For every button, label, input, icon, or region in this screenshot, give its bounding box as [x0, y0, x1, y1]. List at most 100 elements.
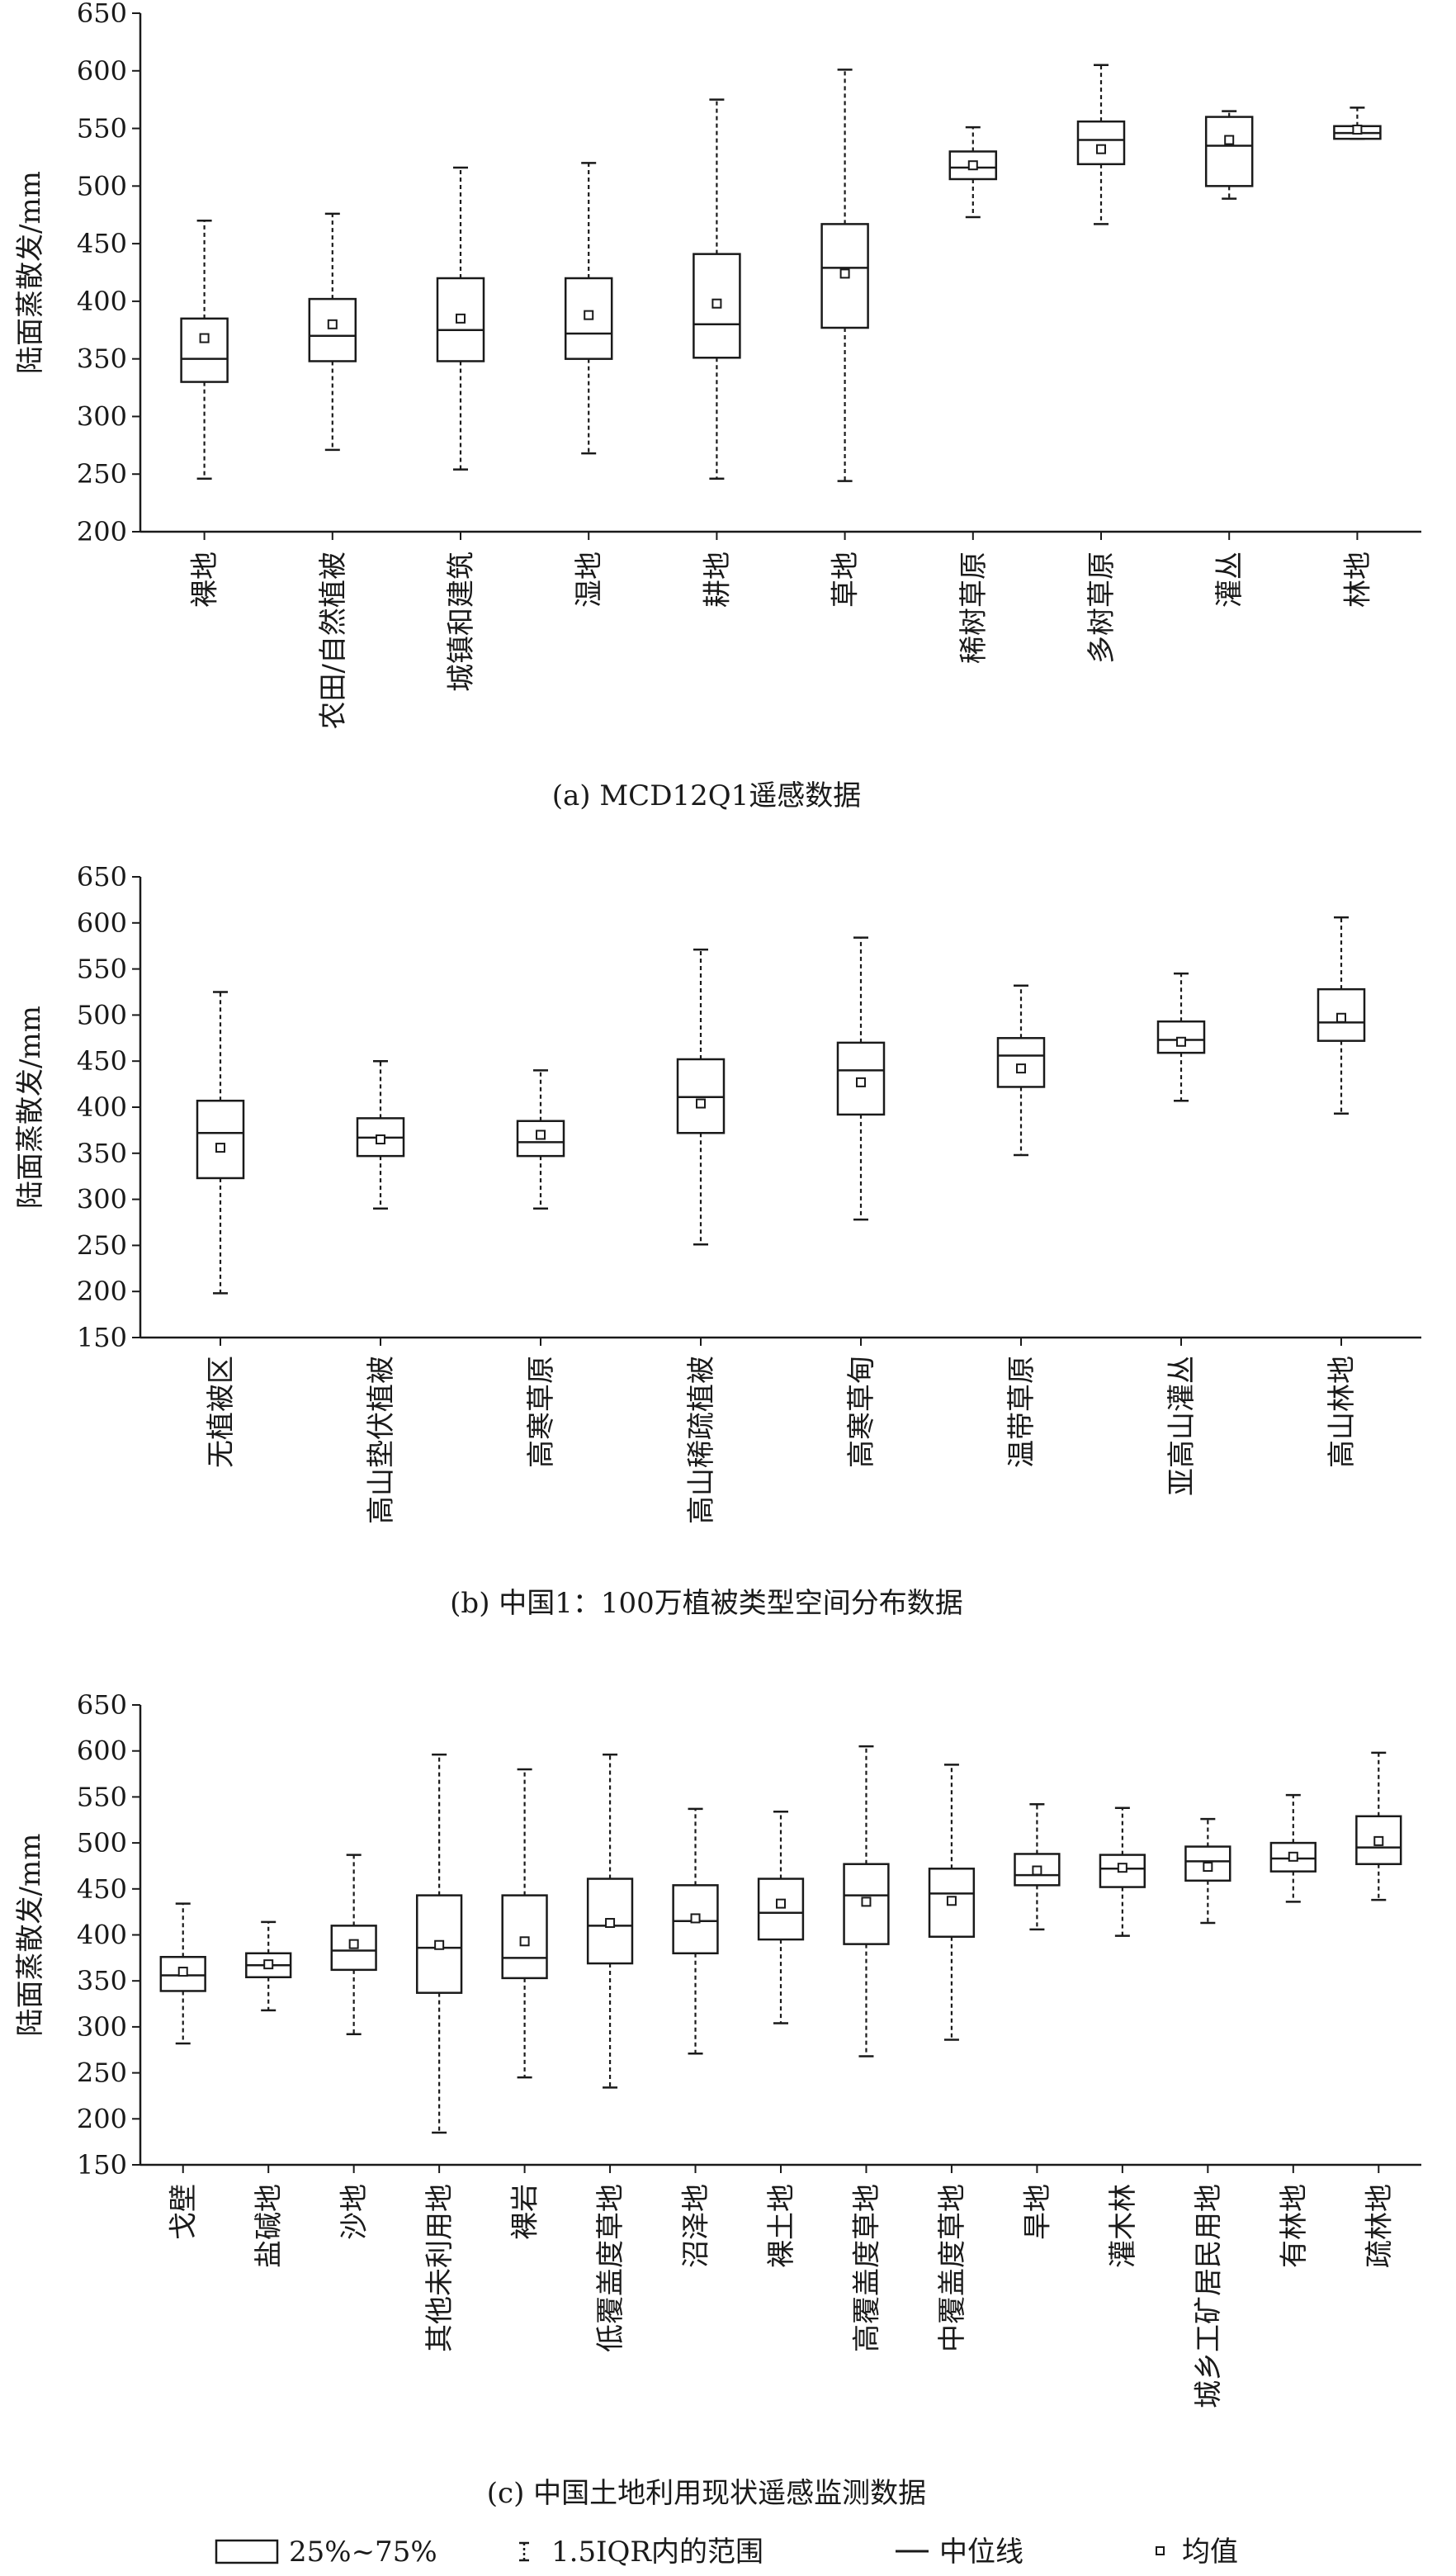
category-label: 耕地	[701, 552, 734, 608]
category-label: 高山稀疏植被	[685, 1356, 718, 1524]
box-12	[1184, 1817, 1231, 1925]
box-13	[1269, 1793, 1317, 1903]
mean-marker	[456, 313, 466, 324]
mean-marker	[536, 1129, 546, 1140]
box-2	[436, 166, 485, 471]
box-0	[180, 219, 229, 481]
legend-whisker-icon	[519, 2541, 529, 2562]
box-9	[928, 1764, 976, 2041]
y-tick-label: 550	[77, 1781, 127, 1812]
mean-marker	[1336, 1012, 1346, 1023]
box-5	[996, 984, 1046, 1157]
y-tick-label: 250	[77, 1229, 127, 1261]
legend-mean-marker	[1156, 2546, 1165, 2555]
y-tick-label: 650	[77, 0, 127, 29]
box-5	[820, 69, 869, 482]
category-label: 旱地	[1021, 2184, 1054, 2240]
mean-marker	[1352, 124, 1363, 135]
box-1	[308, 212, 357, 452]
box-4	[836, 936, 886, 1221]
box-14	[1355, 1751, 1402, 1901]
legend-whisker-label: 1.5IQR内的范围	[551, 2536, 763, 2569]
category-label: 高寒草甸	[845, 1356, 878, 1468]
y-tick-label: 450	[77, 1045, 127, 1077]
category-label: 城乡工矿居民用地	[1192, 2184, 1225, 2408]
category-label: 高山垫伏植被	[365, 1356, 398, 1524]
y-tick-label: 400	[77, 286, 127, 317]
box-10	[1014, 1803, 1061, 1931]
mean-marker	[856, 1077, 866, 1087]
box-1	[245, 1920, 292, 2012]
box-4	[501, 1768, 548, 2079]
y-tick-label: 150	[77, 1322, 127, 1353]
iqr-box	[196, 1099, 245, 1180]
category-label: 亚高山灌丛	[1165, 1356, 1198, 1496]
mean-marker	[776, 1898, 786, 1909]
mean-marker	[696, 1098, 706, 1109]
box-9	[1333, 107, 1382, 140]
category-label: 湿地	[573, 552, 606, 608]
y-axis-title: 陆面蒸散发/mm	[14, 1834, 47, 2037]
category-label: 裸地	[189, 552, 222, 608]
category-label: 草地	[830, 552, 863, 608]
box-6	[672, 1807, 719, 2055]
category-label: 稀树草原	[957, 552, 990, 664]
mean-marker	[1203, 1862, 1213, 1873]
mean-marker	[967, 160, 978, 171]
box-8	[843, 1745, 890, 2057]
mean-marker	[946, 1896, 957, 1906]
mean-marker	[1032, 1865, 1042, 1876]
y-tick-label: 400	[77, 1920, 127, 1951]
y-tick-label: 550	[77, 113, 127, 144]
category-label: 其他未利用地	[423, 2184, 456, 2352]
y-tick-label: 250	[77, 2057, 127, 2089]
y-tick-label: 200	[77, 1276, 127, 1307]
category-label: 疏林地	[1363, 2184, 1396, 2268]
mean-marker	[861, 1896, 872, 1907]
box-7	[1076, 64, 1126, 225]
mean-marker	[1224, 135, 1235, 145]
category-label: 高寒草原	[525, 1356, 558, 1468]
category-label: 中覆盖度草地	[936, 2184, 969, 2352]
mean-marker	[690, 1913, 701, 1924]
iqr-box	[843, 1863, 890, 1945]
box-3	[415, 1753, 463, 2134]
y-tick-label: 550	[77, 954, 127, 985]
mean-marker	[215, 1143, 225, 1153]
panel-b: 150 200 250 300 350 400 450 500 550 600 650 陆面蒸散发/m…	[14, 861, 1421, 1620]
box-7	[1317, 916, 1366, 1115]
mean-marker	[199, 333, 210, 343]
y-tick-label: 300	[77, 400, 127, 432]
mean-marker	[1288, 1851, 1298, 1862]
y-tick-label: 600	[77, 1735, 127, 1767]
category-label: 多树草原	[1085, 552, 1118, 664]
mean-marker	[1373, 1835, 1384, 1846]
category-label: 高覆盖度草地	[850, 2184, 883, 2352]
category-label: 灌丛	[1213, 552, 1246, 608]
category-label: 温带草原	[1005, 1356, 1038, 1468]
category-label: 沼泽地	[680, 2184, 713, 2268]
y-tick-label: 600	[77, 907, 127, 939]
mean-marker	[376, 1134, 385, 1145]
iqr-box	[516, 1120, 565, 1158]
iqr-box	[180, 317, 229, 383]
box-6	[948, 125, 998, 219]
box-3	[564, 162, 613, 455]
y-axis-title: 陆面蒸散发/mm	[14, 1006, 47, 1209]
iqr-box	[1076, 120, 1126, 166]
y-tick-label: 650	[77, 1689, 127, 1721]
y-axis-title: 陆面蒸散发/mm	[14, 171, 47, 374]
y-tick-label: 350	[77, 343, 127, 375]
box-5	[586, 1753, 634, 2089]
mean-marker	[1096, 144, 1106, 154]
y-tick-label: 300	[77, 1184, 127, 1215]
mean-marker	[1117, 1863, 1127, 1873]
y-tick-label: 500	[77, 1827, 127, 1859]
y-tick-label: 650	[77, 861, 127, 893]
y-tick-label: 350	[77, 1138, 127, 1169]
category-label: 无植被区	[205, 1356, 238, 1468]
y-tick-label: 200	[77, 516, 127, 547]
mean-marker	[519, 1936, 530, 1947]
category-label: 城镇和建筑	[445, 552, 478, 692]
